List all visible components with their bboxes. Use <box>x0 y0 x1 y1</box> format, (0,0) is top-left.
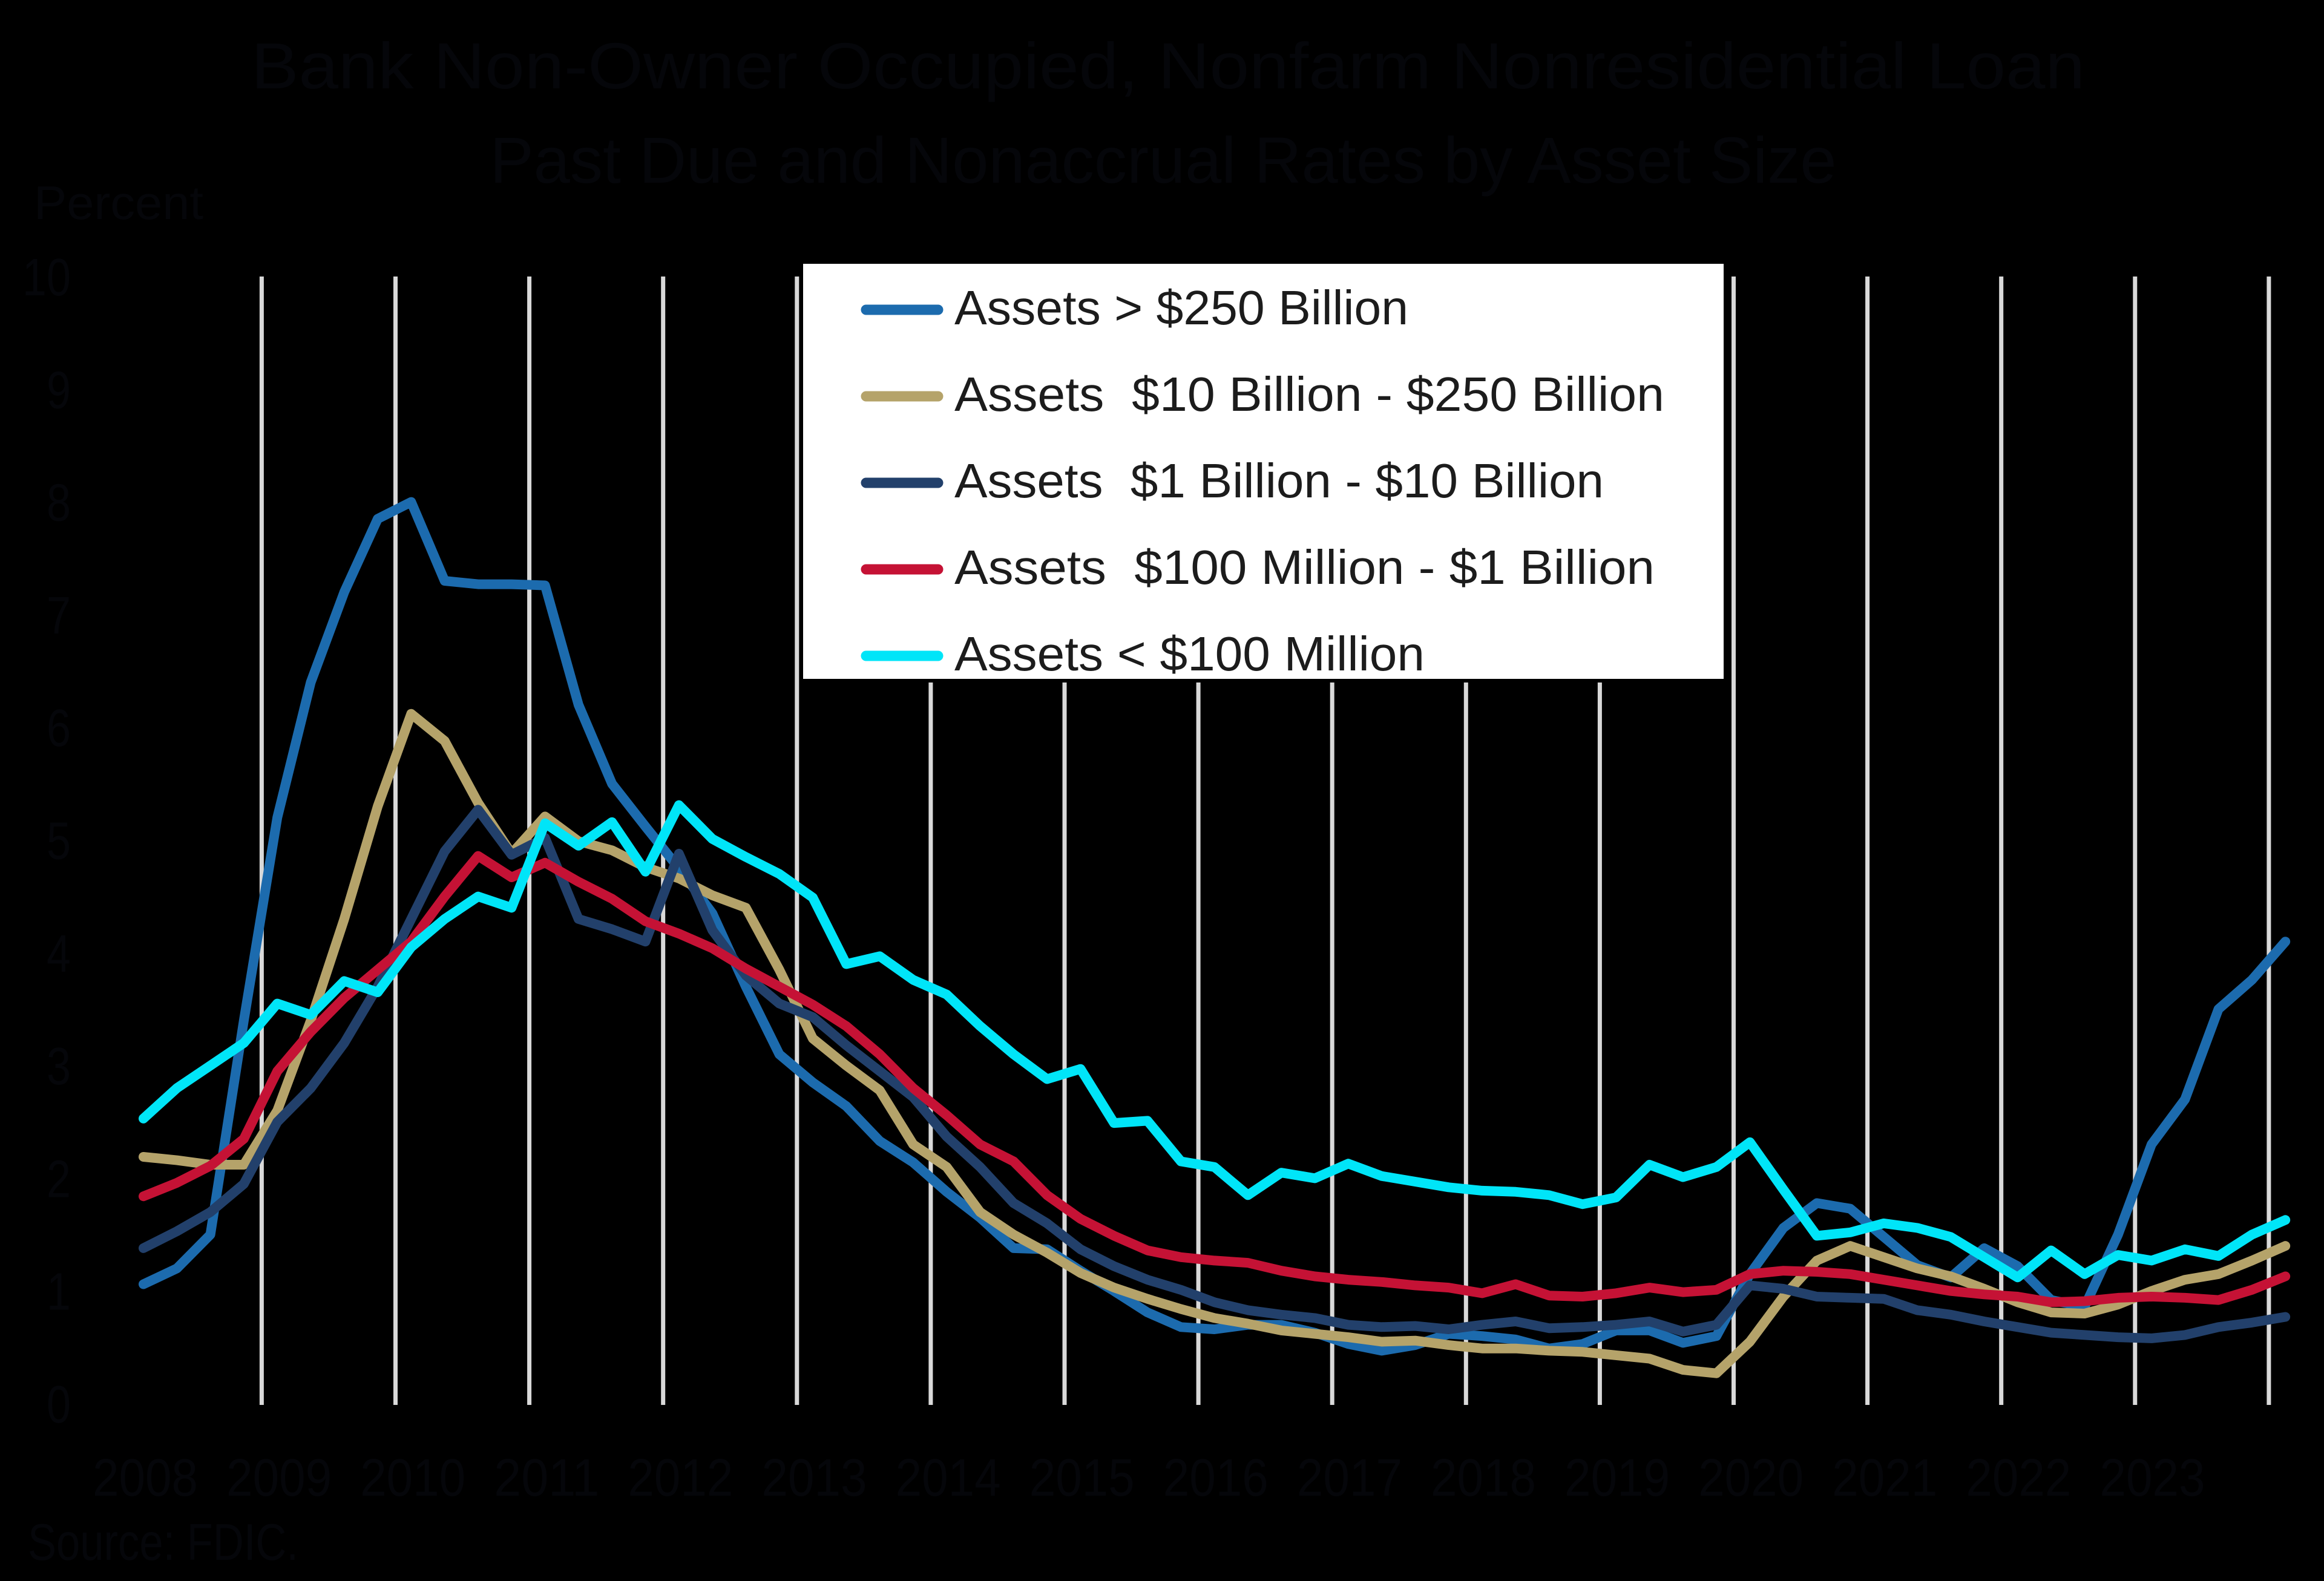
svg-text:2013: 2013 <box>762 1448 867 1507</box>
svg-text:9: 9 <box>47 361 71 419</box>
svg-text:Past Due and Nonaccrual Rates: Past Due and Nonaccrual Rates by Asset S… <box>490 123 1837 197</box>
svg-text:1: 1 <box>47 1263 71 1321</box>
svg-text:2023: 2023 <box>2100 1448 2205 1507</box>
svg-text:7: 7 <box>47 586 71 645</box>
svg-text:2018: 2018 <box>1431 1448 1536 1507</box>
svg-text:2010: 2010 <box>360 1448 465 1507</box>
svg-text:2015: 2015 <box>1029 1448 1135 1507</box>
svg-text:Assets $1 Billion - $10 Billi: Assets $1 Billion - $10 Billion <box>954 454 1604 508</box>
svg-text:2012: 2012 <box>628 1448 733 1507</box>
svg-text:Source: FDIC.: Source: FDIC. <box>28 1514 298 1571</box>
svg-text:2019: 2019 <box>1564 1448 1670 1507</box>
svg-text:6: 6 <box>47 699 71 758</box>
svg-text:2016: 2016 <box>1163 1448 1269 1507</box>
svg-text:2021: 2021 <box>1832 1448 1937 1507</box>
svg-text:2011: 2011 <box>494 1448 599 1507</box>
svg-text:3: 3 <box>47 1037 71 1096</box>
svg-text:2: 2 <box>47 1150 71 1208</box>
svg-text:2009: 2009 <box>226 1448 332 1507</box>
svg-text:Assets > $250 Billion: Assets > $250 Billion <box>954 281 1408 335</box>
svg-text:Percent: Percent <box>34 176 203 229</box>
svg-text:2017: 2017 <box>1297 1448 1402 1507</box>
svg-text:Bank Non-Owner Occupied, Nonfa: Bank Non-Owner Occupied, Nonfarm Nonresi… <box>251 29 2085 102</box>
svg-text:8: 8 <box>47 474 71 532</box>
svg-text:2008: 2008 <box>93 1448 198 1507</box>
svg-text:Assets < $100 Million: Assets < $100 Million <box>954 627 1425 681</box>
svg-text:Assets $10 Billion - $250 Bil: Assets $10 Billion - $250 Billion <box>954 367 1664 421</box>
svg-text:Assets $100 Million - $1 Bill: Assets $100 Million - $1 Billion <box>954 540 1655 594</box>
svg-text:0: 0 <box>47 1375 71 1434</box>
svg-text:4: 4 <box>47 925 71 983</box>
svg-text:5: 5 <box>47 812 71 871</box>
svg-text:2014: 2014 <box>896 1448 1001 1507</box>
svg-text:10: 10 <box>22 248 71 307</box>
svg-text:2020: 2020 <box>1698 1448 1804 1507</box>
svg-text:2022: 2022 <box>1966 1448 2071 1507</box>
